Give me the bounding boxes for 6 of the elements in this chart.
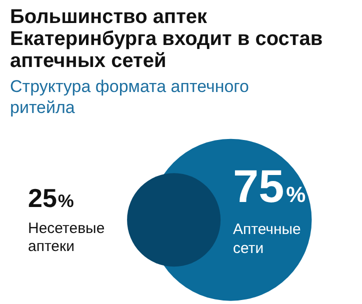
text: Большинство аптек Екатеринбурга входит в состав аптечных сетей <box>10 6 324 72</box>
text: Структура формата аптечного ритейла <box>10 76 250 118</box>
data-label: 25% <box>28 183 74 213</box>
category-label: Несетевые аптеки <box>28 220 105 255</box>
data-label: 75% <box>233 160 306 212</box>
category-label: Аптечные сети <box>233 221 301 257</box>
